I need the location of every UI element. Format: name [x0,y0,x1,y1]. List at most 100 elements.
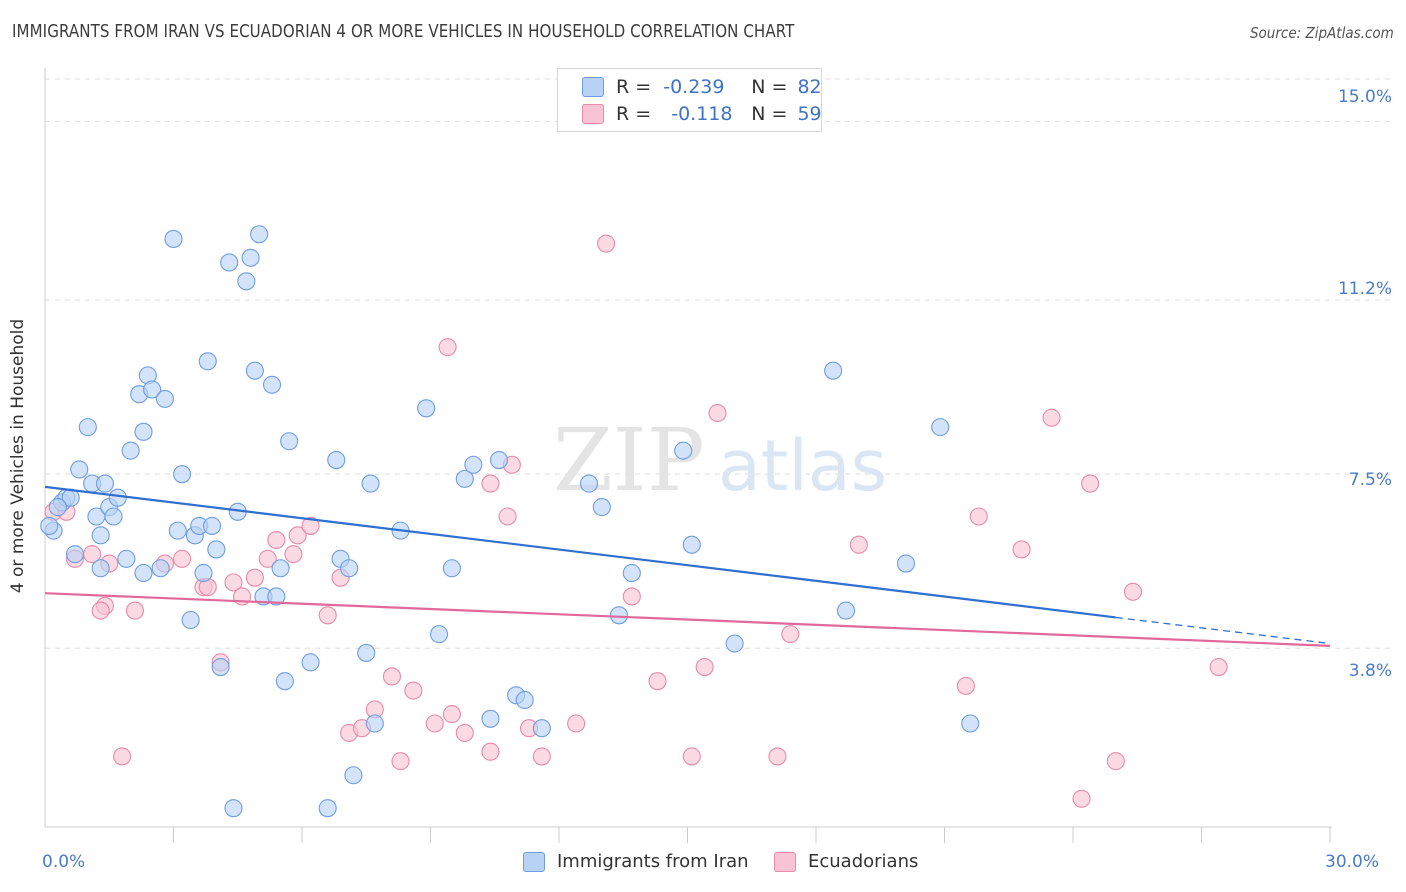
ecuadorians-point [173,549,192,568]
ecuadorians-point [224,573,243,592]
iran-point [344,766,363,785]
iran-point [931,418,950,437]
iran-point [181,610,200,630]
iran-point [78,418,97,437]
ecuadorians-point [597,234,616,253]
iran-point [250,225,269,244]
iran-point [194,563,213,583]
iran-swatch [582,77,604,97]
ecuadorians-point [567,714,586,733]
ecuadorians-point [91,601,110,620]
n-value: 82 [797,76,822,98]
watermark-zip: ZIP [553,411,705,511]
iran-point [143,380,162,399]
iran-point [151,559,170,578]
ecuadorians-point [781,625,800,644]
iran-point [91,559,110,578]
iran-point [430,625,449,644]
legend-label: Immigrants from Iran [557,851,749,872]
y-tick-label: 7.5% [1348,470,1392,490]
iran-point [108,488,127,507]
ecuadorians-point [708,403,727,423]
legend-label: Ecuadorians [808,851,919,872]
iran-point [592,498,611,517]
ecuadorians-point [284,545,303,564]
ecuadorians-point [1081,474,1100,493]
iran-point [961,714,980,733]
y-tick-label: 11.2% [1337,279,1392,299]
series-legend: Immigrants from Iran Ecuadorians [0,851,1406,877]
ecuadorians-point [245,568,264,587]
iran-point [164,229,183,248]
watermark-atlas: atlas [718,425,887,507]
r-label: R = [616,103,652,125]
iran-point [48,498,67,517]
legend-item-iran: Immigrants from Iran [523,851,749,872]
source-label: Source: ZipAtlas.com [1250,24,1394,42]
ecuadorians-point [695,658,714,677]
ecuadorians-point [1123,582,1143,601]
r-label: R = [616,76,652,98]
iran-point [203,516,222,535]
iran-point [896,554,916,573]
ecuadorians-point [382,667,402,686]
ecuadorians-point [301,516,320,535]
iran-point [134,563,153,583]
iran-point [455,469,474,488]
iran-point [275,672,294,691]
iran-point [70,460,89,479]
r-value: -0.118 [671,103,733,125]
ecuadorians-point [391,752,410,771]
ecuadorians-swatch [774,851,796,872]
iran-point [211,658,230,677]
ecuadorians-point [288,526,307,545]
ecuadorians-point [768,747,787,766]
legend-row-ecuadorians: R = -0.118 N = 59 [582,102,822,126]
iran-swatch [523,851,545,872]
ecuadorians-point [442,705,461,724]
x-tick-label: 0.0% [42,852,86,872]
y-axis-label: 4 or more Vehicles in Household [8,318,28,594]
iran-point [481,709,500,728]
iran-point [104,507,123,526]
ecuadorians-point [455,723,474,742]
iran-point [824,361,843,380]
y-tick-label: 3.8% [1348,661,1392,681]
iran-point [241,248,260,267]
ecuadorians-point [258,549,277,568]
iran-point [121,441,140,460]
iran-point [579,474,599,493]
iran-trend-line [44,485,1116,619]
iran-trend-extension [1115,616,1331,645]
iran-point [515,690,534,710]
ecuadorians-point [1106,752,1125,771]
iran-point [245,361,264,380]
ecuadorians-point [648,672,667,691]
iran-point [198,352,217,371]
iran-point [134,422,153,441]
legend-row-iran: R = -0.239 N = 82 [582,75,822,99]
iran-point [609,606,629,625]
ecuadorians-point [267,530,286,550]
iran-point [280,432,299,451]
iran-point [271,559,290,578]
iran-point [95,474,115,493]
iran-point [682,535,701,554]
iran-point [65,545,85,564]
iran-point [173,465,192,484]
iran-point [417,399,436,418]
ecuadorians-point [125,601,144,620]
iran-point [267,587,286,606]
iran-point [365,714,384,733]
iran-point [168,521,187,540]
ecuadorians-point [113,747,132,766]
n-label: N = [751,103,788,125]
iran-point [155,389,174,408]
ecuadorians-point [481,742,500,761]
iran-point [262,375,282,394]
iran-point [836,601,856,620]
ecuadorians-point [1042,408,1061,427]
iran-point [340,559,359,578]
ecuadorians-point [969,507,988,526]
